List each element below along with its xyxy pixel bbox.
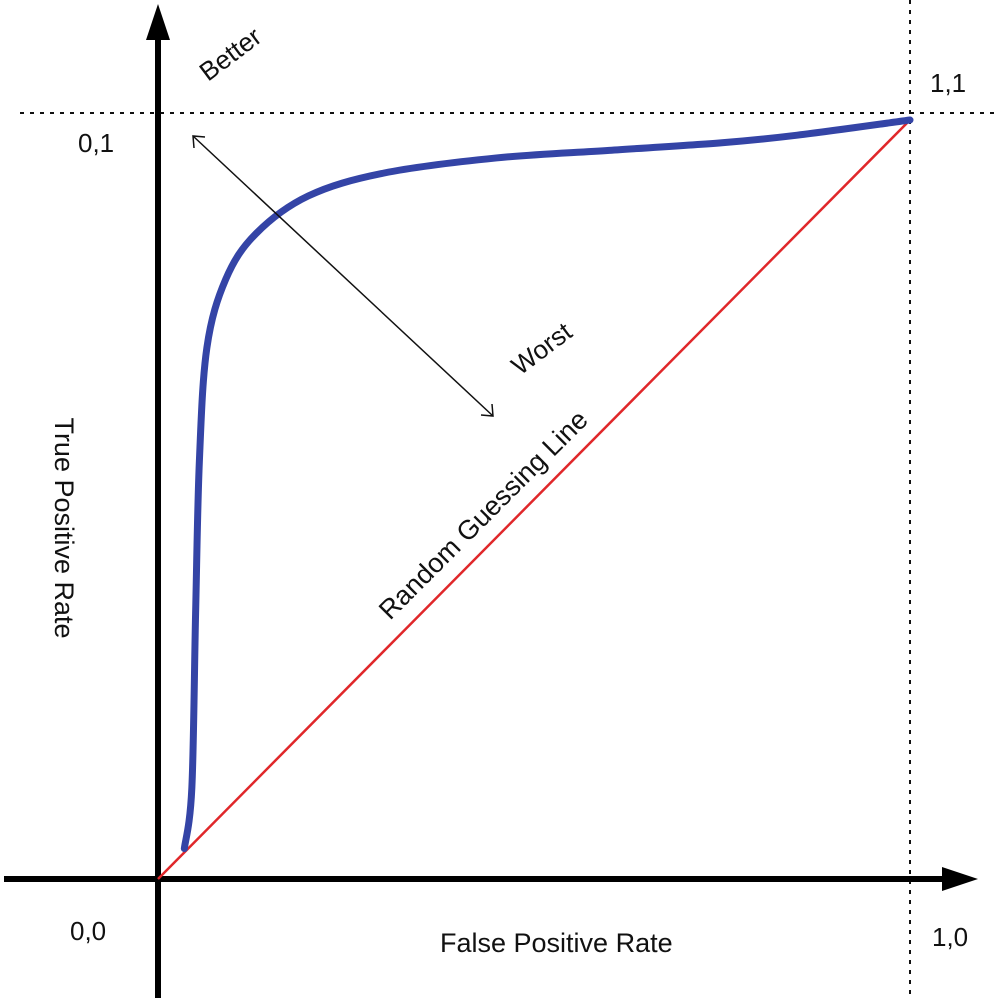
annotation-worst: Worst xyxy=(506,316,579,381)
annotation-random-line: Random Guessing Line xyxy=(373,405,594,626)
corner-label-bottom-right: 1,0 xyxy=(932,922,968,952)
x-axis-title: False Positive Rate xyxy=(440,928,673,958)
annotation-better: Better xyxy=(194,21,268,87)
corner-label-top-left: 0,1 xyxy=(78,128,114,158)
better-worst-arrow xyxy=(192,135,494,417)
y-axis-title: True Positive Rate xyxy=(49,417,79,638)
series-line-random xyxy=(157,119,911,880)
series-line-roc xyxy=(180,116,914,853)
corner-label-top-right: 1,1 xyxy=(930,68,966,98)
y-axis-arrowhead xyxy=(146,4,170,40)
x-axis-arrowhead xyxy=(942,867,978,891)
corner-label-origin: 0,0 xyxy=(70,916,106,946)
